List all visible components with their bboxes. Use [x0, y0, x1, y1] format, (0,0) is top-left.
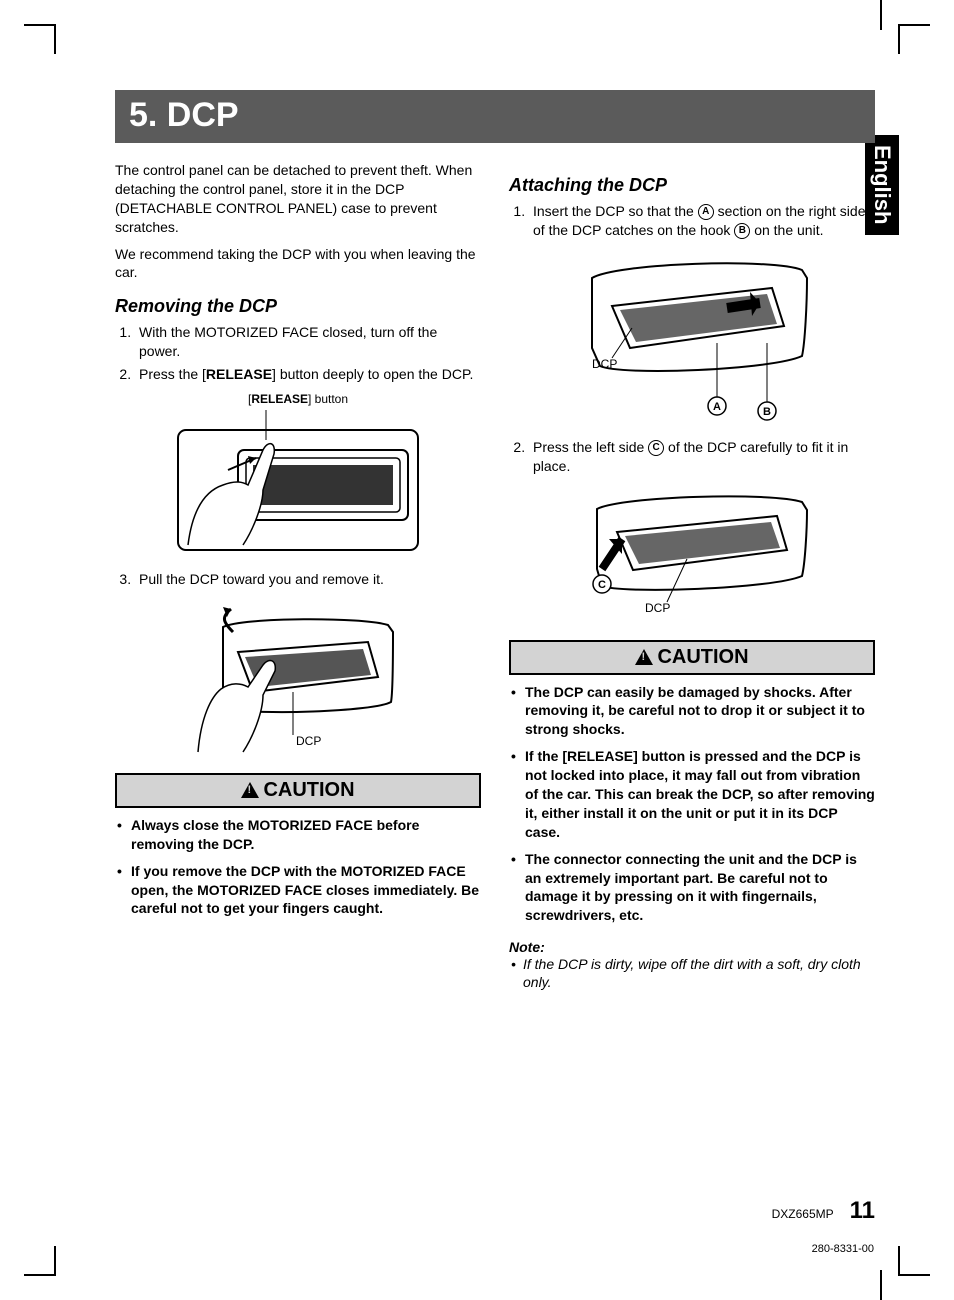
intro-paragraph: The control panel can be detached to pre… — [115, 161, 481, 237]
svg-text:C: C — [598, 579, 606, 591]
caution-list: Always close the MOTORIZED FACE before r… — [115, 816, 481, 918]
circle-a-icon: A — [698, 204, 714, 220]
removing-steps: With the MOTORIZED FACE closed, turn off… — [115, 323, 481, 384]
figure-release-button: [RELEASE] button — [115, 392, 481, 560]
attaching-heading: Attaching the DCP — [509, 175, 875, 196]
document-code: 280-8331-00 — [812, 1243, 874, 1255]
svg-text:DCP: DCP — [592, 357, 617, 371]
list-item: With the MOTORIZED FACE closed, turn off… — [135, 323, 481, 361]
right-column: Attaching the DCP Insert the DCP so that… — [509, 161, 875, 992]
crop-mark — [880, 1270, 882, 1300]
model-number: DXZ665MP — [772, 1207, 834, 1221]
caution-label: CAUTION — [263, 779, 354, 802]
caution-list: The DCP can easily be damaged by shocks.… — [509, 683, 875, 926]
list-item: If the [RELEASE] button is pressed and t… — [509, 747, 875, 841]
list-item: Always close the MOTORIZED FACE before r… — [115, 816, 481, 854]
list-item: If you remove the DCP with the MOTORIZED… — [115, 862, 481, 919]
pull-dcp-illustration-icon: DCP — [183, 597, 413, 757]
intro-paragraph: We recommend taking the DCP with you whe… — [115, 245, 481, 283]
crop-mark — [54, 24, 56, 54]
page-number: 11 — [850, 1197, 875, 1225]
dcp-label: DCP — [296, 734, 321, 748]
crop-mark — [898, 1246, 900, 1276]
attaching-steps-cont: Press the left side C of the DCP careful… — [509, 438, 875, 476]
list-item: If the DCP is dirty, wipe off the dirt w… — [509, 955, 875, 991]
note-list: If the DCP is dirty, wipe off the dirt w… — [509, 955, 875, 991]
circle-b-icon: B — [734, 223, 750, 239]
page-content: 5. DCP The control panel can be detached… — [115, 90, 875, 992]
caution-label: CAUTION — [657, 646, 748, 669]
crop-mark — [24, 1274, 54, 1276]
release-illustration-icon — [168, 410, 428, 560]
crop-mark — [900, 24, 930, 26]
crop-mark — [900, 1274, 930, 1276]
figure-attach-1: DCP A B — [509, 248, 875, 428]
warning-icon — [635, 649, 653, 665]
list-item: Press the left side C of the DCP careful… — [529, 438, 875, 476]
list-item: Pull the DCP toward you and remove it. — [135, 570, 481, 589]
attaching-steps: Insert the DCP so that the A section on … — [509, 202, 875, 240]
section-title: 5. DCP — [115, 90, 875, 143]
svg-text:DCP: DCP — [645, 601, 670, 615]
figure-caption: [RELEASE] button — [115, 392, 481, 406]
attach2-illustration-icon: C DCP — [567, 484, 817, 624]
caution-header: CAUTION — [115, 773, 481, 808]
crop-mark — [880, 0, 882, 30]
page-footer: DXZ665MP 11 — [115, 1197, 875, 1225]
svg-text:A: A — [713, 401, 721, 413]
list-item: The connector connecting the unit and th… — [509, 850, 875, 926]
list-item: Press the [RELEASE] button deeply to ope… — [135, 365, 481, 384]
warning-icon — [241, 782, 259, 798]
caution-header: CAUTION — [509, 640, 875, 675]
crop-mark — [54, 1246, 56, 1276]
left-column: The control panel can be detached to pre… — [115, 161, 481, 992]
removing-heading: Removing the DCP — [115, 296, 481, 317]
list-item: The DCP can easily be damaged by shocks.… — [509, 683, 875, 740]
figure-pull-dcp: DCP — [115, 597, 481, 757]
note-heading: Note: — [509, 939, 875, 955]
circle-c-icon: C — [648, 440, 664, 456]
crop-mark — [898, 24, 900, 54]
crop-mark — [24, 24, 54, 26]
attach1-illustration-icon: DCP A B — [562, 248, 822, 428]
list-item: Insert the DCP so that the A section on … — [529, 202, 875, 240]
svg-text:B: B — [763, 406, 771, 418]
figure-attach-2: C DCP — [509, 484, 875, 624]
removing-steps-cont: Pull the DCP toward you and remove it. — [115, 570, 481, 589]
